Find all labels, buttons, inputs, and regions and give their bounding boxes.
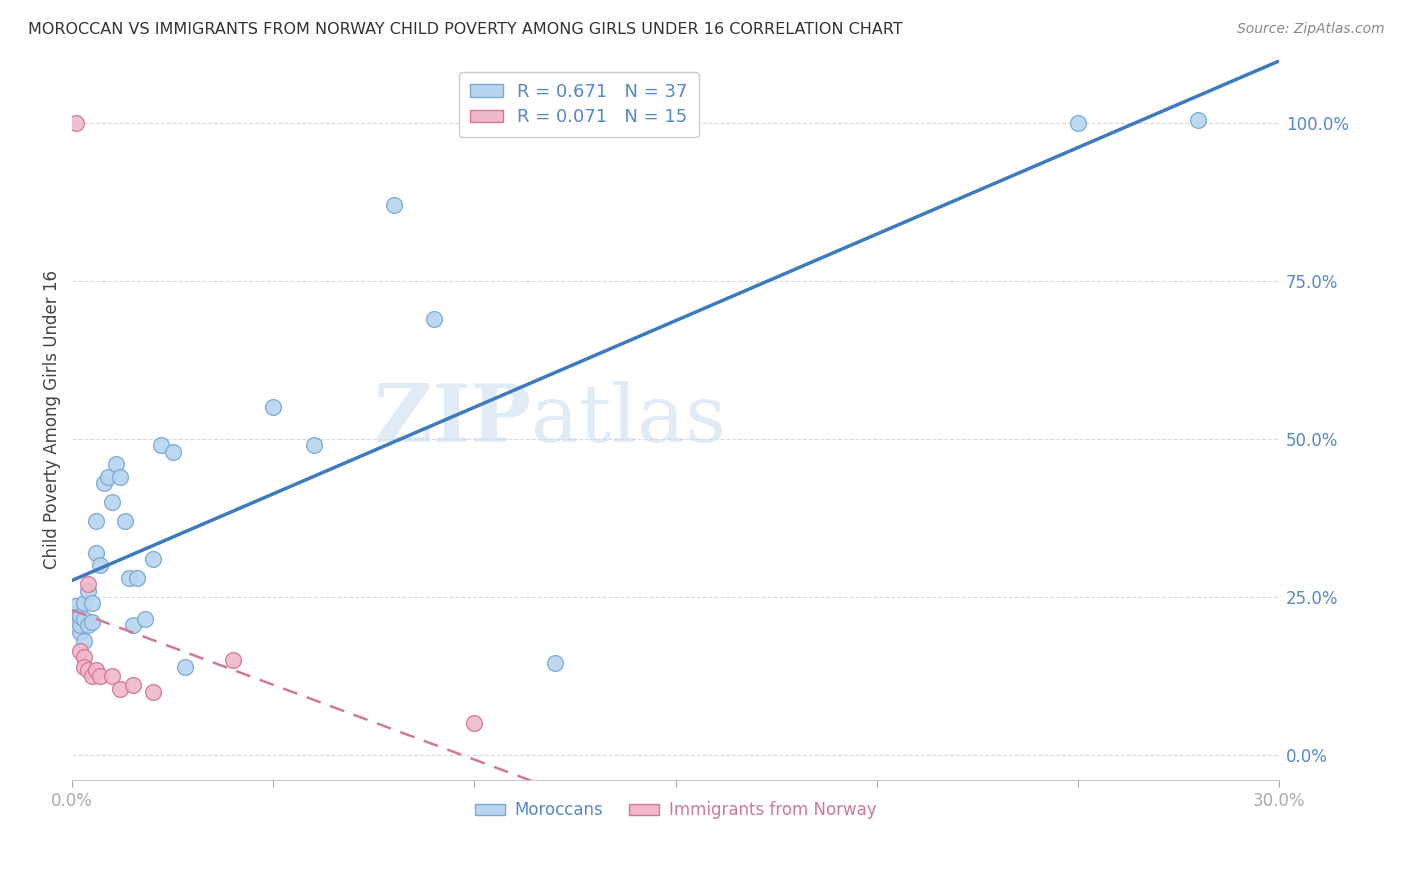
Point	[110, 470, 132, 484]
Point	[82, 596, 104, 610]
Point	[262, 401, 284, 415]
Point	[69, 618, 91, 632]
Point	[86, 546, 108, 560]
Point	[162, 444, 184, 458]
Point	[1067, 116, 1090, 130]
Point	[114, 514, 136, 528]
Point	[423, 311, 446, 326]
Point	[89, 669, 111, 683]
Point	[77, 583, 100, 598]
Point	[121, 678, 143, 692]
Point	[69, 624, 91, 639]
Point	[93, 476, 115, 491]
Point	[105, 457, 128, 471]
Text: Source: ZipAtlas.com: Source: ZipAtlas.com	[1237, 22, 1385, 37]
Point	[65, 612, 87, 626]
Point	[134, 612, 156, 626]
Point	[65, 599, 87, 614]
Point	[463, 716, 485, 731]
Point	[101, 669, 124, 683]
Point	[121, 618, 143, 632]
Point	[125, 571, 148, 585]
Point	[77, 663, 100, 677]
Point	[97, 470, 120, 484]
Point	[142, 552, 165, 566]
Point	[73, 650, 96, 665]
Point	[69, 609, 91, 624]
Point	[73, 596, 96, 610]
Point	[65, 116, 87, 130]
Point	[73, 612, 96, 626]
Point	[73, 659, 96, 673]
Point	[1187, 112, 1209, 127]
Point	[77, 577, 100, 591]
Point	[142, 685, 165, 699]
Point	[173, 659, 195, 673]
Legend: Moroccans, Immigrants from Norway: Moroccans, Immigrants from Norway	[468, 795, 883, 826]
Point	[86, 514, 108, 528]
Point	[73, 634, 96, 648]
Point	[77, 618, 100, 632]
Point	[86, 663, 108, 677]
Point	[82, 669, 104, 683]
Point	[149, 438, 172, 452]
Point	[82, 615, 104, 630]
Point	[382, 198, 405, 212]
Point	[222, 653, 245, 667]
Point	[117, 571, 139, 585]
Point	[302, 438, 325, 452]
Text: MOROCCAN VS IMMIGRANTS FROM NORWAY CHILD POVERTY AMONG GIRLS UNDER 16 CORRELATIO: MOROCCAN VS IMMIGRANTS FROM NORWAY CHILD…	[28, 22, 903, 37]
Point	[65, 606, 87, 620]
Point	[69, 643, 91, 657]
Point	[110, 681, 132, 696]
Y-axis label: Child Poverty Among Girls Under 16: Child Poverty Among Girls Under 16	[44, 270, 60, 569]
Point	[544, 657, 567, 671]
Point	[89, 558, 111, 573]
Text: ZIP: ZIP	[374, 381, 530, 459]
Text: atlas: atlas	[530, 381, 725, 459]
Point	[101, 495, 124, 509]
